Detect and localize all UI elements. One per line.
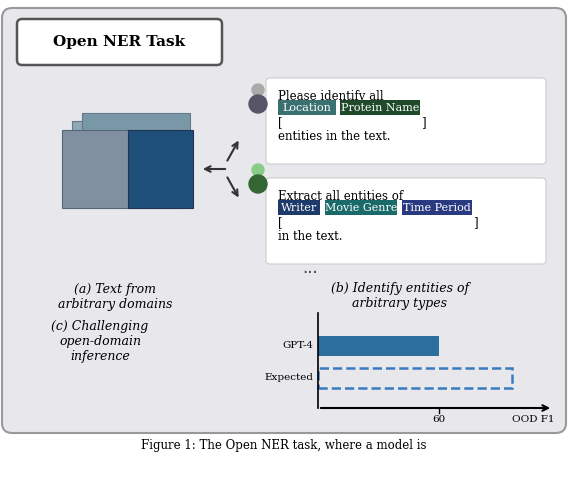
- FancyBboxPatch shape: [402, 200, 472, 215]
- Text: Open NER Task: Open NER Task: [53, 35, 185, 49]
- Text: Extract all entities of: Extract all entities of: [278, 190, 403, 203]
- Text: [: [: [278, 216, 283, 229]
- Circle shape: [252, 164, 264, 176]
- FancyBboxPatch shape: [2, 8, 566, 433]
- FancyBboxPatch shape: [266, 178, 546, 264]
- FancyBboxPatch shape: [340, 100, 420, 115]
- FancyBboxPatch shape: [17, 19, 222, 65]
- Text: [: [: [278, 116, 283, 129]
- FancyBboxPatch shape: [278, 200, 320, 215]
- Bar: [318, 336, 439, 356]
- FancyBboxPatch shape: [62, 130, 177, 208]
- Text: in the text.: in the text.: [278, 230, 343, 243]
- Text: Writer: Writer: [281, 203, 317, 213]
- Text: 60: 60: [432, 415, 446, 424]
- Text: Expected: Expected: [264, 373, 313, 382]
- Circle shape: [249, 175, 267, 193]
- Text: entities in the text.: entities in the text.: [278, 130, 391, 143]
- Text: OOD F1: OOD F1: [512, 415, 554, 424]
- Text: Please identify all: Please identify all: [278, 90, 383, 103]
- Text: (a) Text from
arbitrary domains: (a) Text from arbitrary domains: [58, 283, 172, 311]
- Circle shape: [252, 84, 264, 96]
- Text: (b) Identify entities of
arbitrary types: (b) Identify entities of arbitrary types: [331, 282, 469, 310]
- Bar: [318, 368, 512, 388]
- Text: Time Period: Time Period: [403, 203, 471, 213]
- Text: (c) Challenging
open-domain
inference: (c) Challenging open-domain inference: [51, 320, 149, 363]
- FancyBboxPatch shape: [325, 200, 397, 215]
- FancyBboxPatch shape: [72, 121, 180, 193]
- Text: Movie Genre: Movie Genre: [325, 203, 397, 213]
- FancyBboxPatch shape: [82, 113, 190, 185]
- FancyBboxPatch shape: [278, 100, 336, 115]
- Circle shape: [249, 95, 267, 113]
- FancyBboxPatch shape: [128, 130, 193, 208]
- Text: ...: ...: [302, 259, 318, 277]
- Text: GPT-4: GPT-4: [282, 341, 313, 350]
- Text: Figure 1: The Open NER task, where a model is: Figure 1: The Open NER task, where a mod…: [141, 439, 427, 453]
- Text: ]: ]: [473, 216, 478, 229]
- Text: Protein Name: Protein Name: [341, 102, 419, 112]
- FancyBboxPatch shape: [266, 78, 546, 164]
- Text: ]: ]: [421, 116, 425, 129]
- Text: Location: Location: [282, 102, 332, 112]
